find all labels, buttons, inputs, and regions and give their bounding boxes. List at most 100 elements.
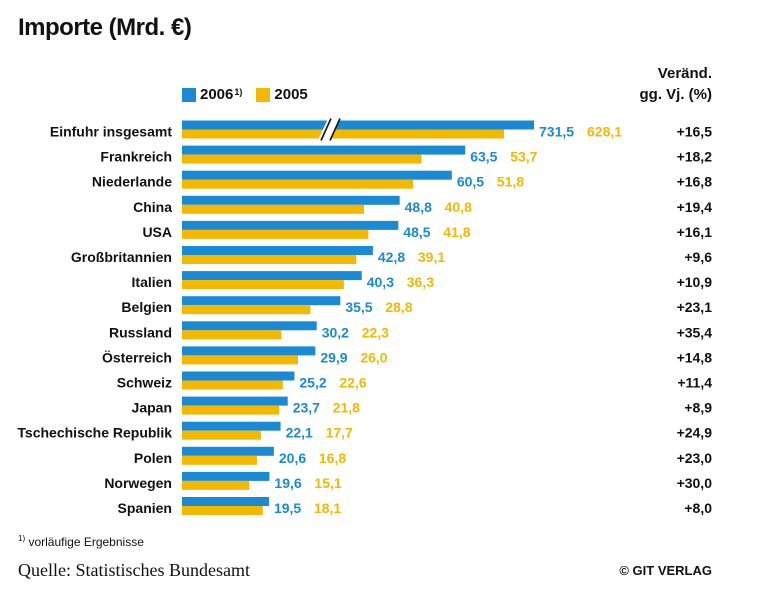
change-value-schweiz: +11,4 — [677, 375, 712, 391]
chart-title: Importe (Mrd. €) — [18, 14, 192, 41]
value-label-2006-grossbritannien: 42,8 — [378, 249, 405, 265]
change-value-usa: +16,1 — [677, 224, 713, 240]
category-label-belgien: Belgien — [121, 299, 172, 315]
bar-2006-italien — [182, 271, 362, 281]
value-label-2006-belgien: 35,5 — [345, 299, 372, 315]
bar-2005-oesterreich — [182, 355, 298, 365]
change-value-norwegen: +30,0 — [677, 475, 713, 491]
value-label-2005-einfuhr-insgesamt: 628,1 — [587, 124, 622, 140]
value-label-2006-niederlande: 60,5 — [457, 174, 484, 190]
bar-2005-spanien — [182, 506, 263, 515]
footnote-text: vorläufige Ergebnisse — [28, 535, 144, 549]
bar-2006-grossbritannien — [182, 246, 373, 255]
value-label-2005-oesterreich: 26,0 — [360, 349, 387, 365]
value-label-2006-polen: 20,6 — [279, 450, 306, 466]
source-note: Quelle: Statistisches Bundesamt — [18, 560, 250, 580]
change-value-niederlande: +16,8 — [677, 174, 713, 190]
change-value-spanien: +8,0 — [684, 500, 712, 516]
category-label-spanien: Spanien — [118, 500, 172, 516]
value-label-2005-tschechische-republik: 17,7 — [326, 425, 353, 441]
value-label-2006-usa: 48,5 — [403, 224, 430, 240]
bar-2006-niederlande — [182, 170, 452, 180]
value-label-2005-polen: 16,8 — [319, 450, 346, 466]
change-value-grossbritannien: +9,6 — [684, 249, 712, 265]
value-label-2006-einfuhr-insgesamt: 731,5 — [539, 124, 574, 140]
axis-break-mark-left — [320, 118, 332, 141]
bar-2006-tschechische-republik — [182, 421, 281, 431]
bar-2005-grossbritannien — [182, 255, 357, 264]
footnote-mark: 1) — [18, 534, 26, 543]
bar-2005-tschechische-republik — [182, 430, 261, 440]
bar-2006-belgien — [182, 296, 341, 306]
bar-2006-schweiz — [182, 371, 295, 381]
bar-2005-italien — [182, 280, 344, 290]
category-label-oesterreich: Österreich — [102, 349, 172, 365]
bar-2006-frankreich — [182, 145, 466, 155]
change-value-polen: +23,0 — [677, 450, 713, 466]
value-label-2006-schweiz: 25,2 — [299, 375, 326, 391]
bar-2005-japan — [182, 405, 280, 415]
footnote: 1) vorläufige Ergebnisse — [18, 534, 144, 549]
value-label-2005-schweiz: 22,6 — [339, 375, 366, 391]
category-label-einfuhr-insgesamt: Einfuhr insgesamt — [50, 124, 172, 140]
value-label-2005-china: 40,8 — [445, 199, 472, 215]
legend-item-2005: 2005 — [256, 86, 308, 103]
category-label-italien: Italien — [132, 274, 172, 290]
value-label-2005-usa: 41,8 — [443, 224, 470, 240]
value-label-2005-russland: 22,3 — [362, 324, 389, 340]
category-label-niederlande: Niederlande — [92, 174, 172, 190]
value-label-2006-oesterreich: 29,9 — [320, 349, 347, 365]
legend: 2006 1) 2005 — [182, 86, 322, 103]
legend-swatch-2005 — [256, 87, 271, 102]
value-label-2005-spanien: 18,1 — [314, 500, 341, 516]
value-label-2005-italien: 36,3 — [407, 274, 434, 290]
category-label-tschechische-republik: Tschechische Republik — [17, 425, 172, 441]
change-value-japan: +8,9 — [684, 400, 712, 416]
category-label-usa: USA — [142, 224, 172, 240]
bar-2006-japan — [182, 396, 288, 406]
bar-2006-polen — [182, 446, 274, 456]
change-value-italien: +10,9 — [677, 274, 713, 290]
bar-2005-china — [182, 204, 364, 214]
value-label-2006-china: 48,8 — [405, 199, 432, 215]
value-label-2006-norwegen: 19,6 — [274, 475, 301, 491]
change-value-einfuhr-insgesamt: +16,5 — [677, 124, 713, 140]
legend-note-2006: 1) — [234, 86, 243, 97]
value-label-2006-tschechische-republik: 22,1 — [286, 425, 313, 441]
bar-2005-usa — [182, 229, 369, 239]
value-label-2006-japan: 23,7 — [293, 400, 320, 416]
category-label-schweiz: Schweiz — [117, 375, 172, 391]
category-label-japan: Japan — [132, 400, 172, 416]
change-value-oesterreich: +14,8 — [677, 349, 713, 365]
bar-2005-polen — [182, 455, 257, 465]
change-value-frankreich: +18,2 — [677, 149, 713, 165]
bar-2005-norwegen — [182, 480, 250, 490]
category-label-polen: Polen — [134, 450, 172, 466]
bar-2005-einfuhr-insgesamt — [182, 129, 504, 139]
bar-2006-oesterreich — [182, 346, 316, 356]
bar-2006-einfuhr-insgesamt — [182, 120, 534, 130]
change-value-tschechische-republik: +24,9 — [677, 425, 713, 441]
bar-2006-norwegen — [182, 471, 270, 481]
change-value-china: +19,4 — [677, 199, 713, 215]
change-header-line2: gg. Vj. (%) — [639, 86, 713, 103]
bar-2005-belgien — [182, 305, 311, 315]
change-header-line1: Veränd. — [657, 65, 712, 82]
category-label-norwegen: Norwegen — [104, 475, 172, 491]
change-column-header: Veränd. gg. Vj. (%) — [640, 63, 713, 105]
value-label-2005-norwegen: 15,1 — [314, 475, 341, 491]
bar-2005-frankreich — [182, 154, 422, 164]
legend-swatch-2006 — [182, 87, 196, 102]
bar-2005-russland — [182, 330, 282, 340]
bar-2006-russland — [182, 321, 317, 331]
value-label-2005-belgien: 28,8 — [385, 299, 412, 315]
value-label-2005-niederlande: 51,8 — [497, 174, 524, 190]
bar-2006-china — [182, 195, 400, 205]
value-label-2006-frankreich: 63,5 — [470, 149, 497, 165]
category-label-china: China — [133, 199, 172, 215]
change-value-belgien: +23,1 — [677, 299, 713, 315]
bar-2005-niederlande — [182, 179, 414, 189]
value-label-2006-russland: 30,2 — [322, 324, 349, 340]
category-label-grossbritannien: Großbritannien — [71, 249, 172, 265]
